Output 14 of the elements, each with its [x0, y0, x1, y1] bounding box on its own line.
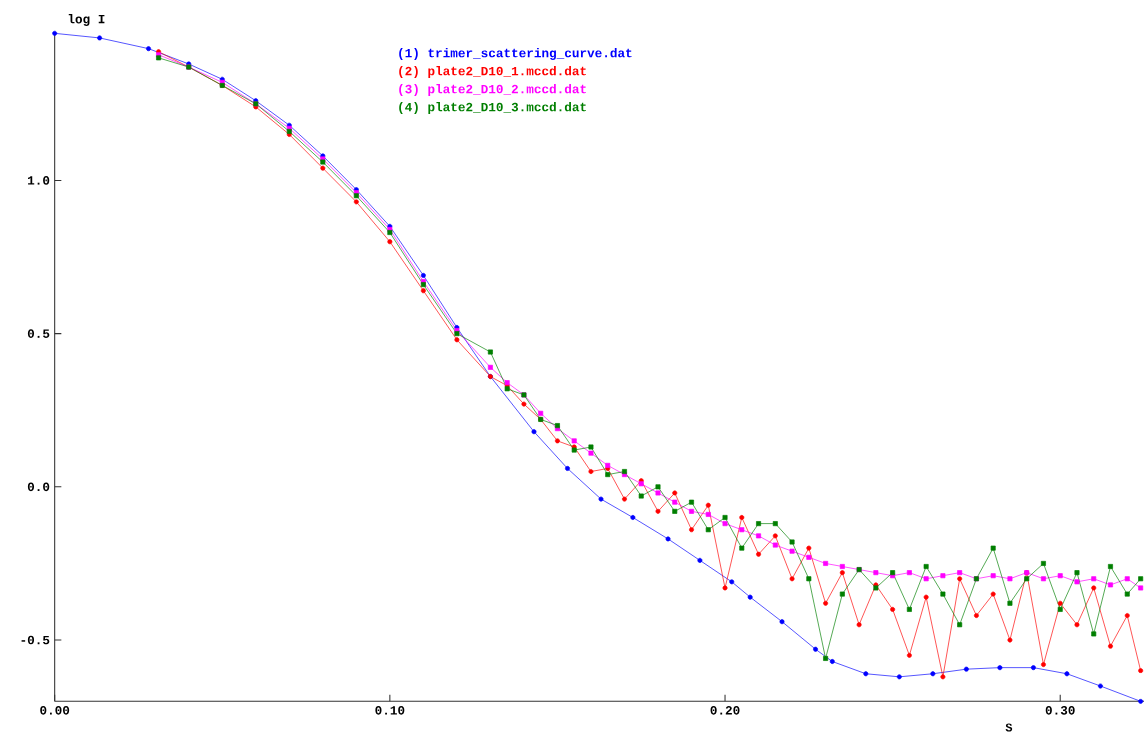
text: (2) plate2_D10_1.mccd.dat	[399, 66, 586, 78]
x-axis-title: S	[1005, 723, 1013, 732]
x-tick-label: 0.00	[40, 706, 70, 715]
x-tick-label: 0.30	[1045, 706, 1075, 715]
y-tick-label: -0.5	[21, 635, 50, 645]
y-axis-title: log I	[68, 14, 105, 26]
text: (1) trimer_scattering_curve.dat	[399, 48, 632, 60]
y-tick-label: 1.0	[28, 176, 50, 185]
y-tick-label: 0.0	[27, 482, 50, 492]
text: (3) plate2_D10_2.mccd.dat	[399, 84, 586, 96]
y-tick-label: 0.5	[27, 329, 50, 338]
text: (4) plate2_D10_3.mccd.dat	[399, 102, 586, 114]
x-tick-label: 0.20	[710, 706, 740, 715]
x-tick-label: 0.10	[375, 706, 405, 715]
